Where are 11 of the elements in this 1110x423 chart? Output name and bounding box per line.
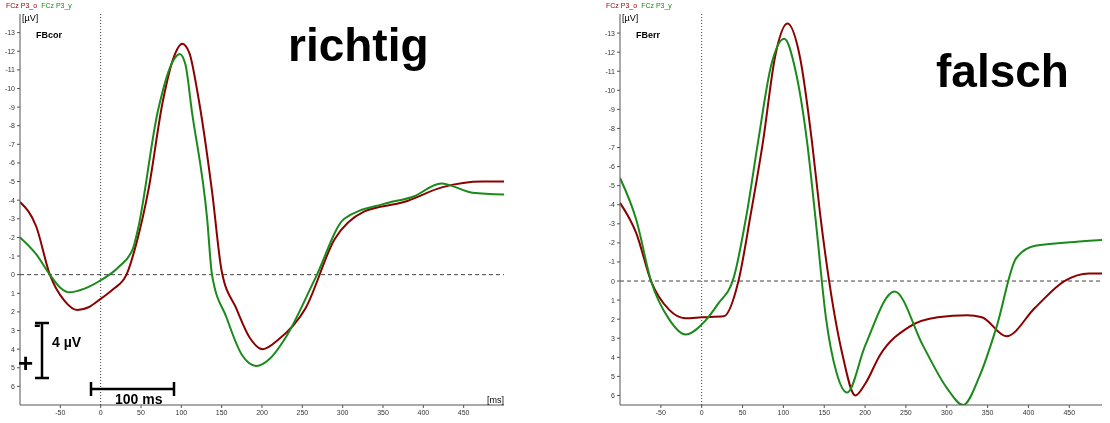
annotation: + (18, 348, 34, 378)
annotation: 4 µV (52, 334, 82, 350)
y-axis-title: [µV] (22, 13, 39, 23)
annotation: falsch (936, 45, 1069, 97)
annotation: richtig (288, 19, 429, 71)
y-axis-title: [µV] (622, 13, 639, 23)
text: FBcor (36, 30, 63, 40)
annotation: - (34, 313, 41, 335)
text: FBerr (636, 30, 661, 40)
x-axis-title: [ms] (487, 395, 504, 405)
annotation: 100 ms (115, 391, 163, 407)
